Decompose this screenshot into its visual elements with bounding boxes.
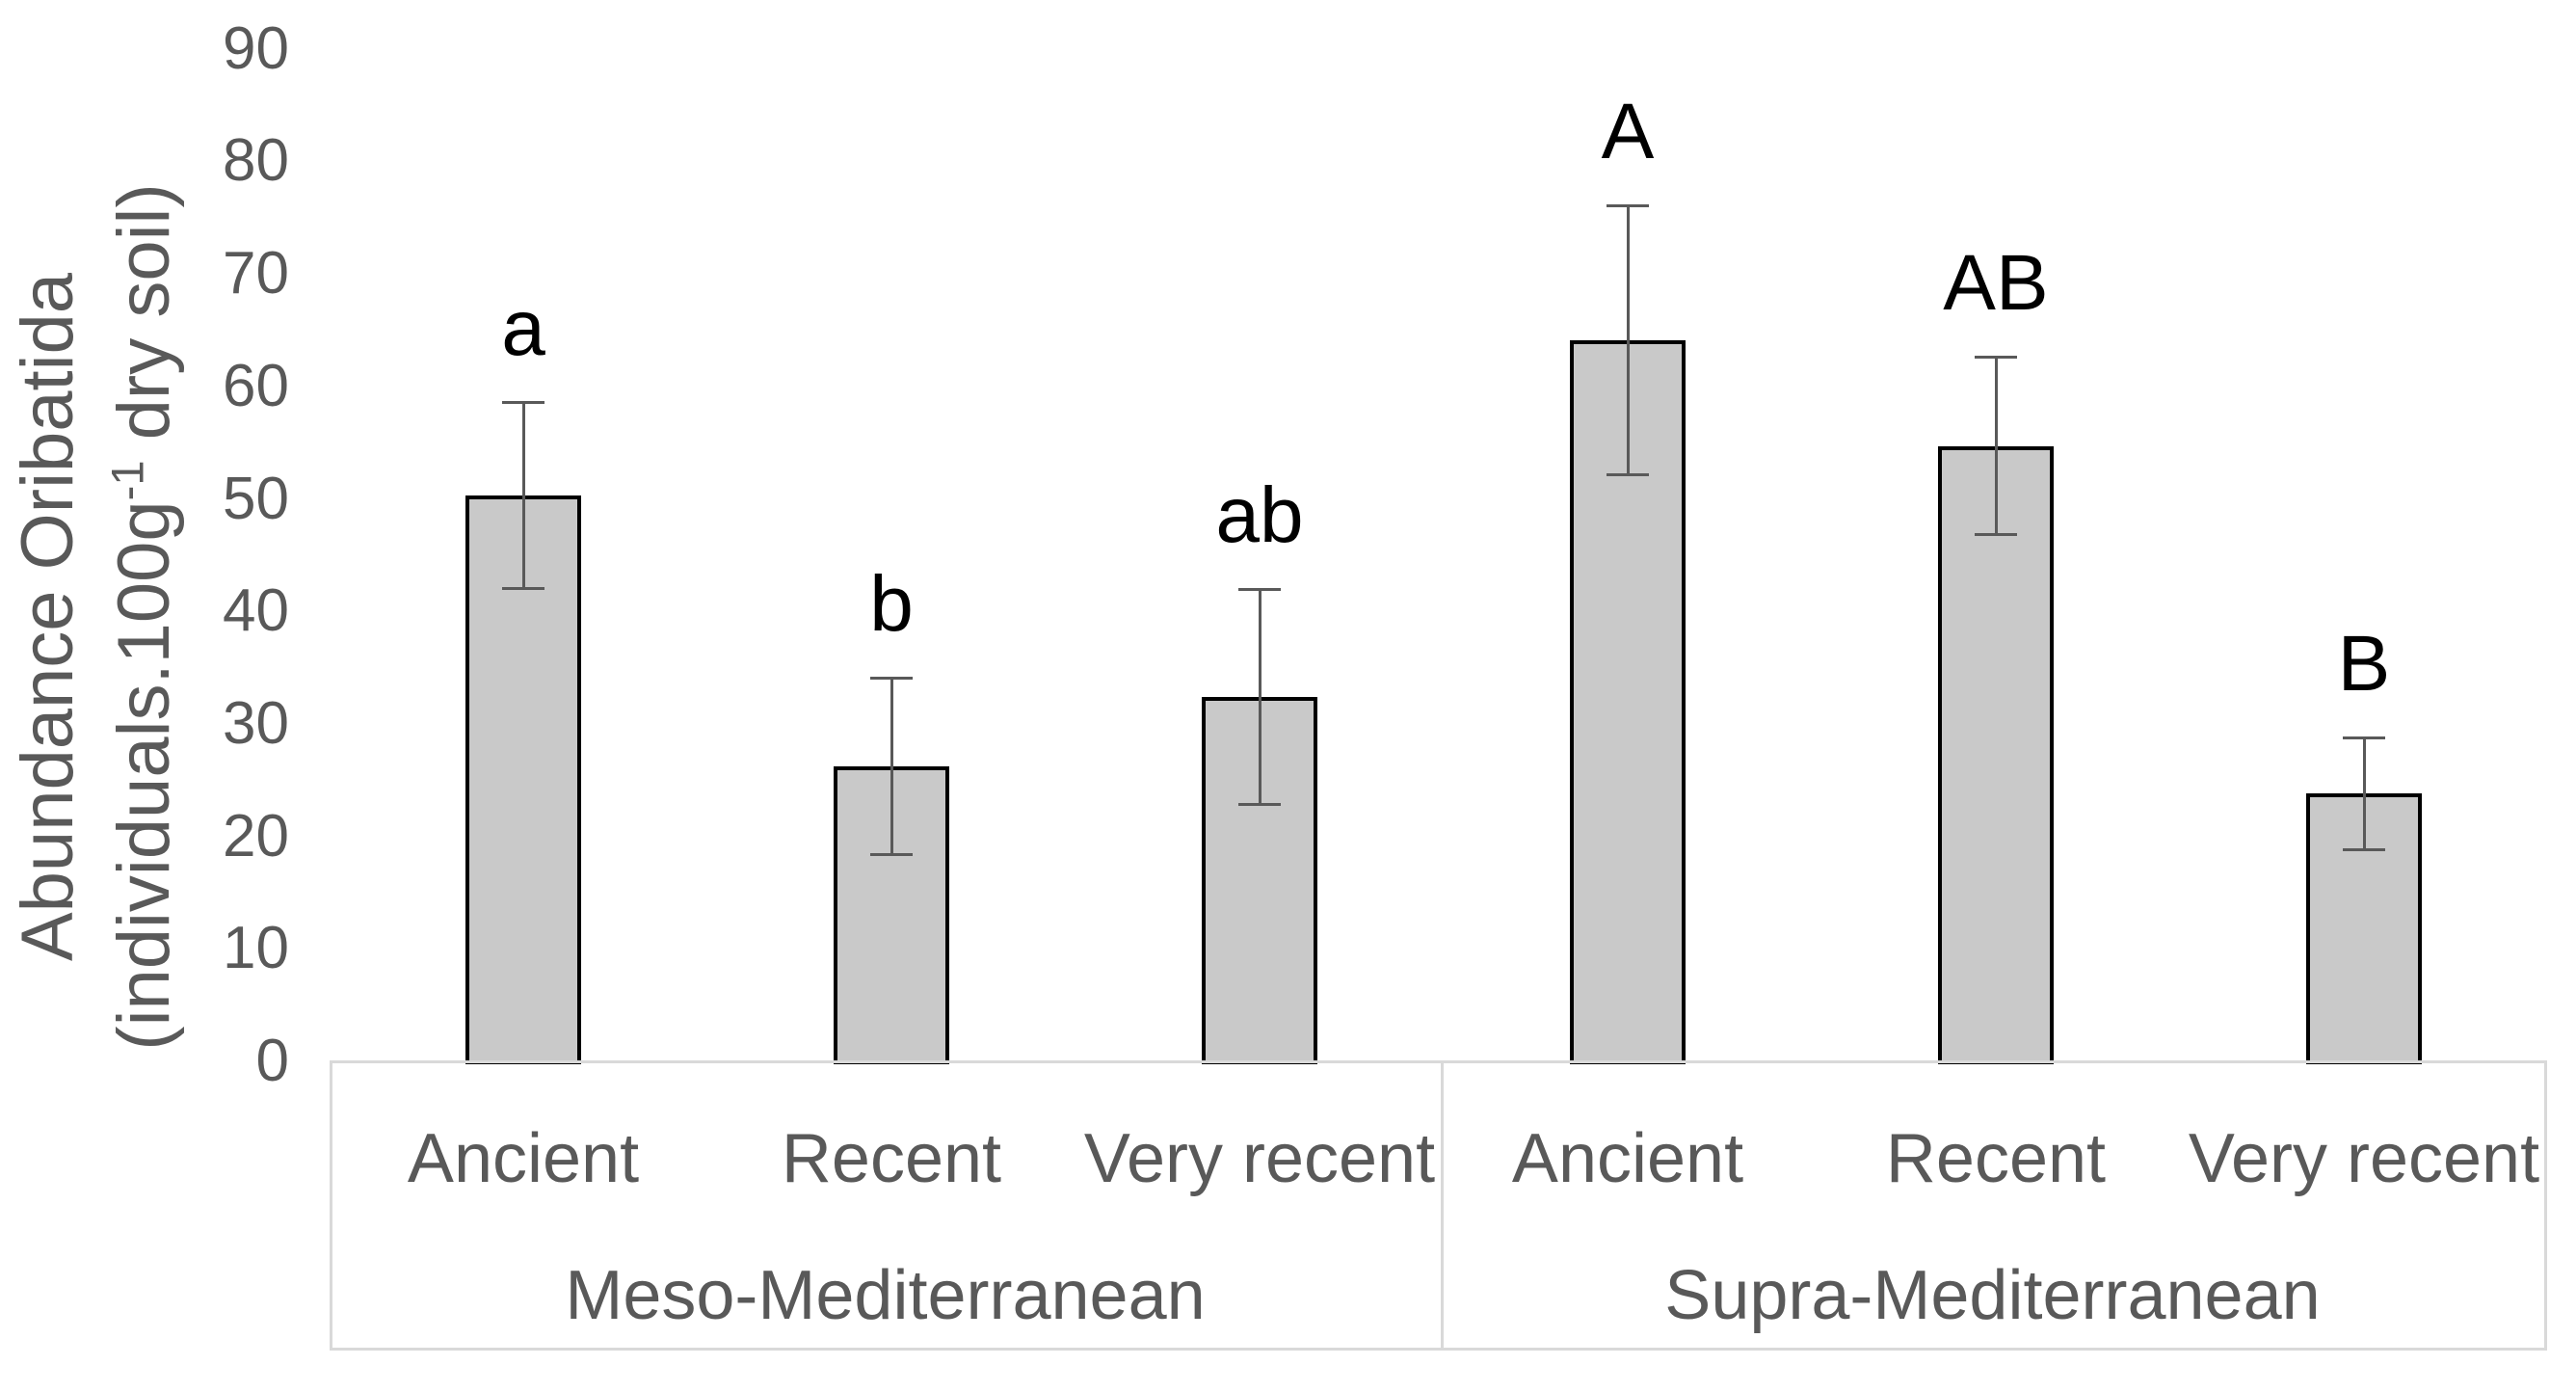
category-label: Recent <box>1885 1120 2107 1197</box>
significance-letter-b: b <box>869 560 914 649</box>
frame-right-border <box>2544 1060 2547 1351</box>
y-tick-label-90: 90 <box>223 14 289 82</box>
error-bar-line <box>2362 736 2366 850</box>
significance-letter-ab: ab <box>1215 470 1304 559</box>
error-bar-cap-top <box>1607 203 1649 207</box>
error-bar-cap-bottom <box>1607 472 1649 476</box>
significance-letter-AB: AB <box>1943 239 2049 328</box>
error-bar-cap-top <box>1975 356 2017 360</box>
category-label: Very recent <box>1083 1120 1436 1197</box>
significance-letter-B: B <box>2337 619 2391 708</box>
x-axis-line <box>330 1060 2547 1063</box>
y-tick-label-0: 0 <box>255 1028 289 1094</box>
frame-left-border <box>330 1060 332 1351</box>
significance-letter-a: a <box>501 284 545 373</box>
y-tick-label-40: 40 <box>223 577 289 645</box>
error-bar-cap-bottom <box>2343 847 2385 851</box>
error-bar-line <box>521 402 525 589</box>
y-tick-label-80: 80 <box>223 127 289 195</box>
error-bar-line <box>1258 588 1261 805</box>
error-bar-cap-bottom <box>502 586 544 590</box>
group-label-meso: Meso-Mediterranean <box>565 1257 1206 1334</box>
category-label: Ancient <box>1511 1120 1744 1197</box>
bar-meso-ancient <box>465 495 581 1064</box>
frame-group-divider <box>1441 1060 1444 1351</box>
category-label: Very recent <box>2188 1120 2540 1197</box>
group-label-supra: Supra-Mediterranean <box>1664 1257 2321 1334</box>
error-bar-line <box>890 678 893 856</box>
y-tick-label-20: 20 <box>223 802 289 870</box>
error-bar-line <box>1994 357 1998 535</box>
y-tick-label-30: 30 <box>223 689 289 757</box>
frame-bottom-border <box>330 1348 2547 1351</box>
error-bar-cap-bottom <box>1238 802 1281 806</box>
error-bar-cap-bottom <box>1975 532 2017 536</box>
error-bar-line <box>1626 204 1630 475</box>
error-bar-cap-bottom <box>870 853 913 857</box>
y-tick-label-50: 50 <box>223 465 289 532</box>
bar-supra-recent <box>1938 445 2054 1064</box>
category-label: Ancient <box>407 1120 640 1197</box>
error-bar-cap-top <box>870 677 913 681</box>
error-bar-cap-top <box>502 401 544 405</box>
category-label: Recent <box>781 1120 1002 1197</box>
error-bar-cap-top <box>1238 587 1281 591</box>
y-tick-label-10: 10 <box>223 915 289 982</box>
error-bar-cap-top <box>2343 736 2385 739</box>
y-tick-label-60: 60 <box>223 352 289 419</box>
y-tick-label-70: 70 <box>223 240 289 308</box>
significance-letter-A: A <box>1601 87 1655 175</box>
